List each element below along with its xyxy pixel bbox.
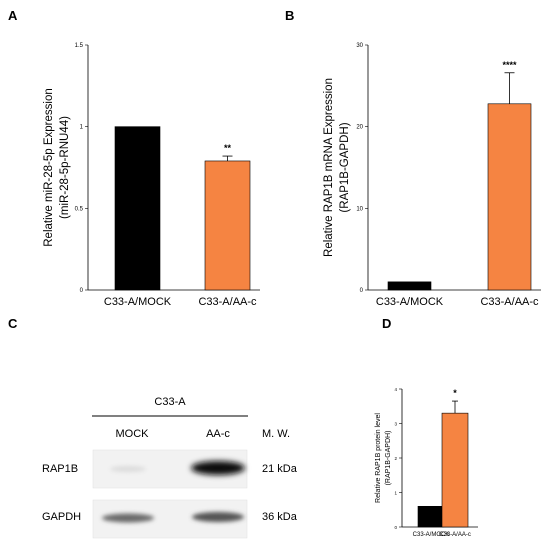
blot-mw-gapdh: 36 kDa (262, 511, 298, 523)
bar-b-1 (487, 103, 532, 291)
y-tick-label-a: 1.5 (75, 43, 84, 49)
bar-d-0 (417, 505, 445, 528)
y-tick-label-b: 30 (356, 43, 363, 49)
category-label-b-1: C33-A/AA-c (480, 296, 539, 308)
blot-band-gapdh-mock (102, 513, 154, 523)
category-label-a-0: C33-A/MOCK (104, 296, 172, 308)
y-tick-label-a: 0.5 (75, 206, 84, 212)
category-label-d-1: C33-A/AA-c (439, 532, 471, 538)
blot-cell-line: C33-A (154, 396, 186, 408)
y-tick-label-d: 2 (394, 456, 397, 461)
chart-b: 0 10 20 30 C33-A/MOCK **** C33-A/AA-c Relative … (323, 43, 541, 308)
panel-letter-d: D (382, 316, 391, 331)
y-axis-label-a-1: (miR-28-5p-RNU44) (59, 116, 71, 219)
blot-lane-mock: MOCK (116, 428, 150, 440)
blot-band-rap1b-mock (110, 466, 146, 472)
y-tick-label-a: 1 (80, 125, 84, 131)
y-tick-label-d: 4 (394, 387, 397, 392)
panel-letter-a: A (8, 8, 18, 23)
chart-a: 0 0.5 1 1.5 C33-A/MOCK ** C33-A/AA-c Relative m… (43, 43, 260, 308)
blot-band-gapdh-aac (192, 512, 244, 522)
category-label-a-1: C33-A/AA-c (198, 296, 257, 308)
blot-row-gapdh: GAPDH (42, 511, 81, 523)
y-axis-label-d-1: (RAP1B-GAPDH) (385, 431, 392, 486)
blot-band-rap1b-aac (191, 461, 245, 475)
y-tick-label-b: 10 (356, 206, 363, 212)
category-label-d-0: C33-A/MOCK (413, 532, 450, 538)
blot-mw-rap1b: 21 kDa (262, 463, 298, 475)
y-tick-label-d: 3 (394, 422, 397, 427)
y-axis-label-a-0: Relative miR-28-5p Expression (43, 88, 55, 247)
y-tick-label-b: 0 (360, 288, 364, 294)
blot-row-rap1b: RAP1B (42, 463, 78, 475)
category-label-b-0: C33-A/MOCK (376, 296, 444, 308)
significance-d-1: * (453, 388, 457, 398)
y-tick-label-b: 20 (356, 125, 363, 131)
western-blot: C33-A MOCK AA-c M. W. RAP1B 21 kDa GAPDH… (42, 396, 298, 539)
significance-a-1: ** (224, 143, 232, 153)
y-axis-label-d-0: Relative RAP1B protein level (375, 413, 382, 503)
significance-b-1: **** (502, 60, 517, 70)
y-tick-label-d: 1 (394, 491, 397, 496)
y-tick-label-d: 0 (394, 525, 397, 530)
chart-d: 0 1 2 3 4 C33-A/MOCK * C33-A/AA-c Relative RAP1B… (375, 387, 478, 538)
bar-a-0 (114, 126, 161, 291)
bar-d-1 (441, 412, 469, 528)
blot-lane-aac: AA-c (206, 428, 230, 440)
y-axis-label-b-1: (RAP1B-GAPDH) (339, 122, 351, 212)
blot-mw-header: M. W. (262, 428, 290, 440)
bar-a-1 (204, 160, 251, 291)
bar-b-0 (387, 281, 432, 291)
panel-letter-c: C (8, 316, 18, 331)
y-tick-label-a: 0 (80, 288, 84, 294)
y-axis-label-b-0: Relative RAP1B mRNA Expression (323, 78, 335, 257)
panel-letter-b: B (285, 8, 294, 23)
